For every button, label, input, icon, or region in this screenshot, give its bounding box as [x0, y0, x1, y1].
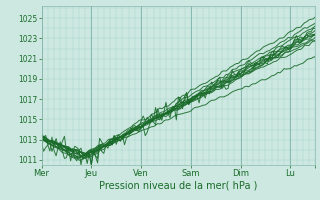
X-axis label: Pression niveau de la mer( hPa ): Pression niveau de la mer( hPa ) — [99, 181, 258, 191]
